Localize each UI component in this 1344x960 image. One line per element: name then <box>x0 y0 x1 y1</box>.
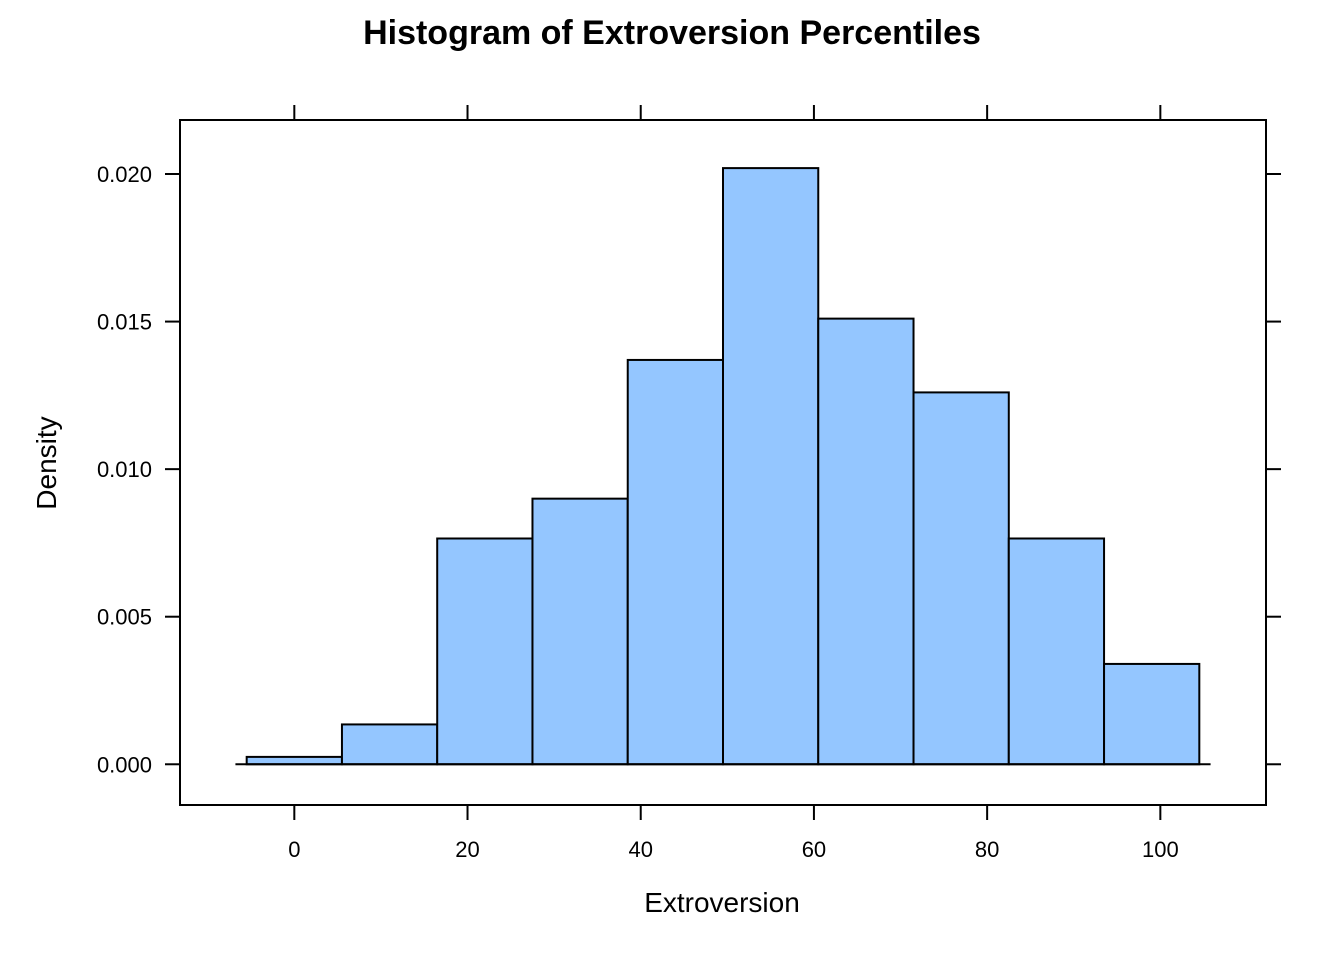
x-tick-label-0: 0 <box>288 837 300 862</box>
x-tick-label-3: 60 <box>802 837 826 862</box>
plot-frame <box>179 119 1267 806</box>
histogram-bar-2 <box>436 537 534 766</box>
chart-title: Histogram of Extroversion Percentiles <box>363 14 981 52</box>
x-tick-label-5: 100 <box>1142 837 1179 862</box>
x-axis-ticks: 0 20 40 60 80 100 <box>288 105 1179 862</box>
y-axis-ticks: 0.000 0.005 0.010 0.015 0.020 <box>97 162 1281 777</box>
histogram-bar-7 <box>912 391 1010 766</box>
x-tick-label-2: 40 <box>628 837 652 862</box>
y-tick-label-1: 0.005 <box>97 605 152 630</box>
y-axis-label: Density <box>31 416 62 509</box>
histogram-bar-9 <box>1103 662 1201 766</box>
histogram-bar-8 <box>1007 537 1106 766</box>
x-axis-label: Extroversion <box>644 887 800 918</box>
y-tick-label-0: 0.000 <box>97 752 152 777</box>
histogram-bar-3 <box>531 497 629 766</box>
histogram-bar-5 <box>722 167 820 766</box>
histogram-bar-0 <box>245 755 343 766</box>
y-tick-label-4: 0.020 <box>97 162 152 187</box>
histogram-bar-6 <box>817 317 915 766</box>
y-tick-label-2: 0.010 <box>97 457 152 482</box>
histogram-bar-4 <box>626 358 724 766</box>
x-tick-label-1: 20 <box>455 837 479 862</box>
histogram-bar-1 <box>340 723 439 766</box>
bars-group <box>245 167 1201 766</box>
x-tick-label-4: 80 <box>975 837 999 862</box>
y-tick-label-3: 0.015 <box>97 310 152 335</box>
